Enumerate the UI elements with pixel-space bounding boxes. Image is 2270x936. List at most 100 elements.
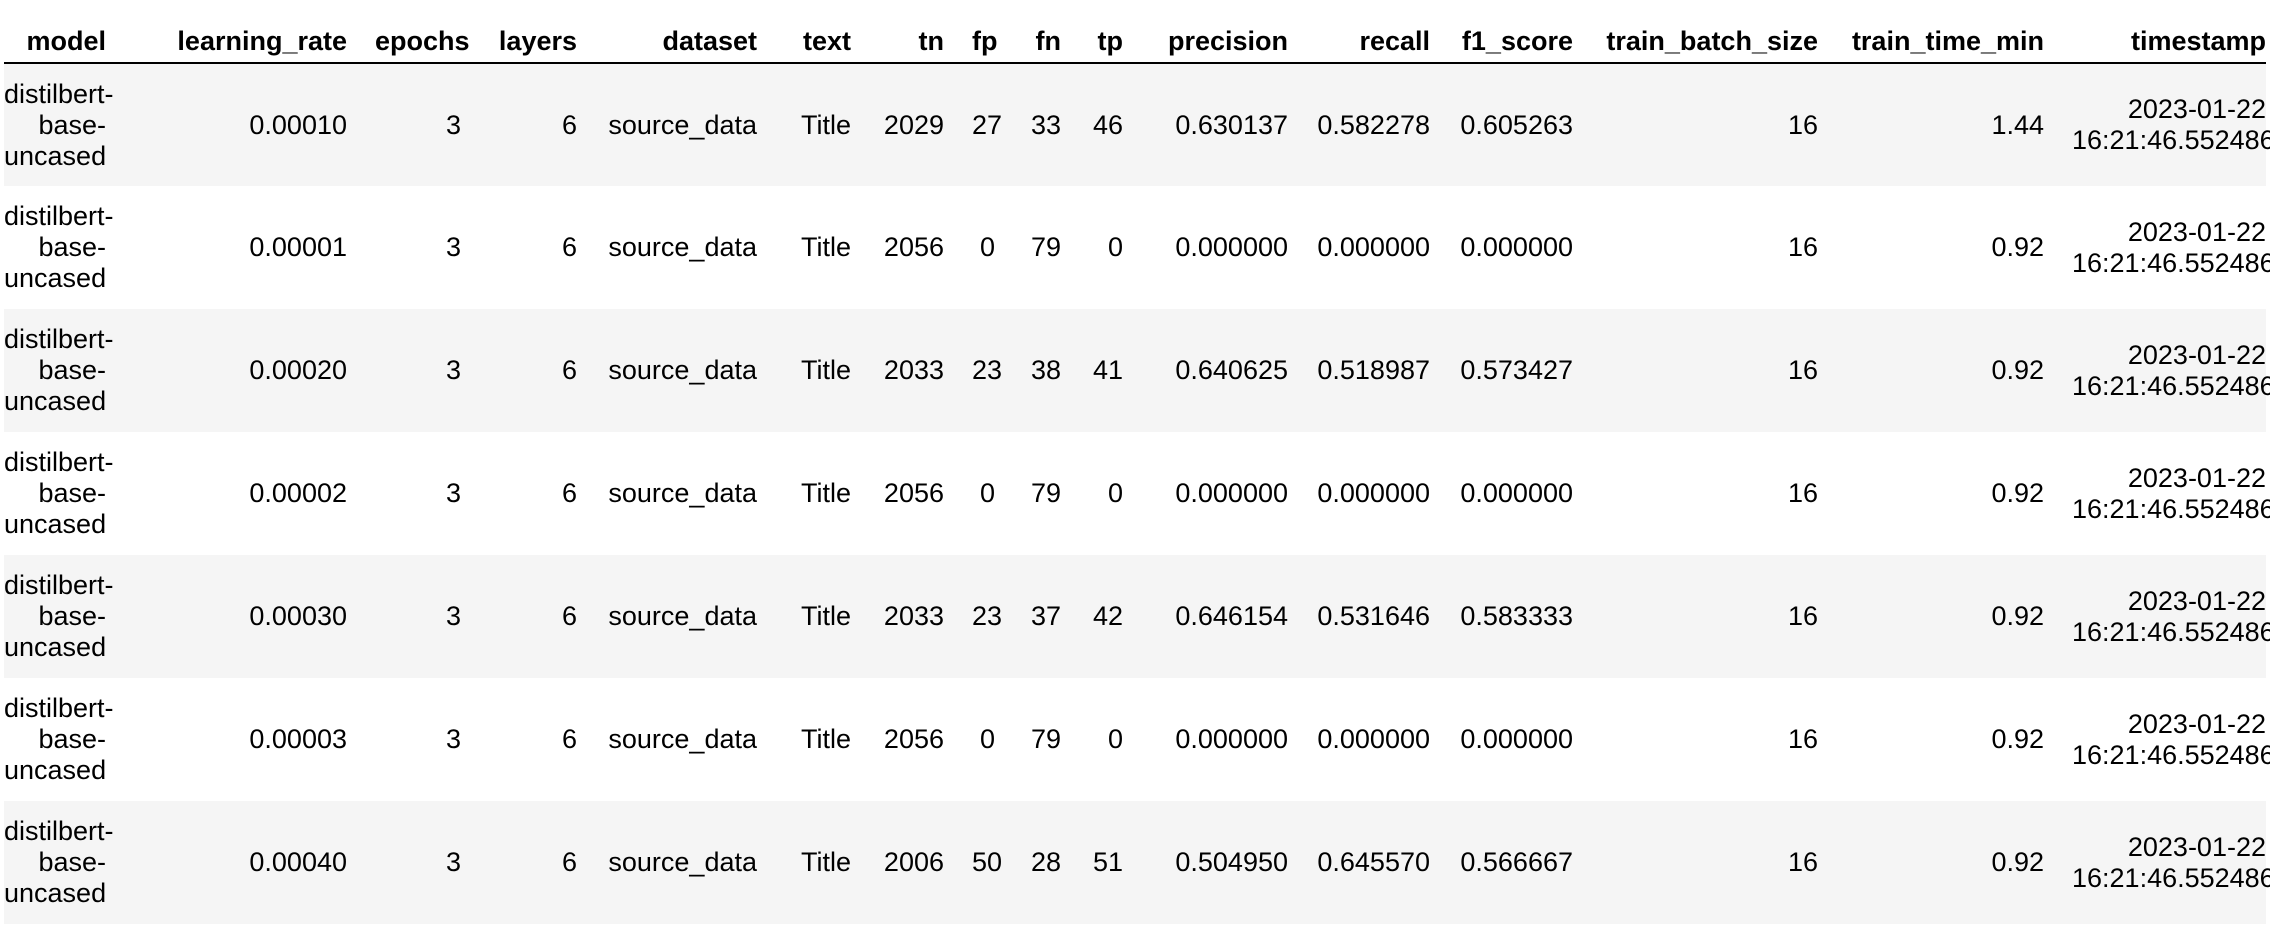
cell-layers: 6 [489, 678, 605, 801]
cell-value: 28 [1030, 847, 1061, 877]
cell-value: 0.504950 [1175, 847, 1288, 877]
cell-value: 0.00002 [249, 478, 347, 508]
table-row: distilbert- base- uncased 0.00010 3 6 source… [4, 63, 2270, 186]
cell-value: 6 [561, 355, 577, 385]
cell-train-batch-size: 16 [1601, 63, 1846, 186]
cell-dataset: source_data [605, 801, 785, 924]
cell-f1-score: 0.000000 [1458, 186, 1601, 309]
table-row: distilbert- base- uncased 0.00002 3 6 source… [4, 432, 2270, 555]
cell-value: 16 [1787, 109, 1818, 140]
cell-value: 0.646154 [1175, 601, 1288, 631]
cell-fn: 37 [1023, 555, 1089, 678]
cell-text: Title [785, 186, 879, 309]
cell-text: Title [785, 309, 879, 432]
column-header-tp: tp [1089, 14, 1151, 64]
column-header-recall: recall [1316, 14, 1458, 64]
cell-fp: 0 [972, 432, 1023, 555]
cell-value: 2023-01-22 16:21:46.552486 [2072, 462, 2270, 524]
cell-value: 0.582278 [1317, 109, 1430, 140]
cell-value: source_data [608, 109, 757, 140]
cell-epochs: 3 [375, 309, 489, 432]
cell-dataset: source_data [605, 678, 785, 801]
cell-value: 23 [972, 601, 1003, 631]
cell-train-time-min: 0.92 [1846, 186, 2072, 309]
cell-value: 3 [445, 601, 461, 631]
cell-value: 16 [1787, 355, 1818, 385]
cell-model: distilbert- base- uncased [4, 555, 134, 678]
cell-value: 6 [561, 724, 577, 754]
cell-timestamp: 2023-01-22 16:21:46.552486 [2072, 63, 2270, 186]
cell-tn: 2033 [879, 555, 972, 678]
cell-text: Title [785, 678, 879, 801]
cell-value: 3 [445, 109, 461, 140]
cell-f1-score: 0.566667 [1458, 801, 1601, 924]
cell-epochs: 3 [375, 678, 489, 801]
column-header-fp: fp [972, 14, 1023, 64]
cell-value: 2056 [883, 478, 944, 508]
cell-recall: 0.531646 [1316, 555, 1458, 678]
cell-tn: 2056 [879, 186, 972, 309]
cell-epochs: 3 [375, 63, 489, 186]
cell-recall: 0.000000 [1316, 432, 1458, 555]
cell-epochs: 3 [375, 186, 489, 309]
cell-value: 79 [1030, 478, 1061, 508]
cell-value: 0.92 [1991, 232, 2044, 262]
cell-precision: 0.646154 [1151, 555, 1316, 678]
cell-value: 33 [1030, 109, 1061, 140]
cell-value: 6 [561, 478, 577, 508]
cell-value: 0.00003 [249, 724, 347, 754]
cell-value: 0 [1107, 232, 1123, 262]
cell-train-time-min: 0.92 [1846, 678, 2072, 801]
cell-value: 2023-01-22 16:21:46.552486 [2072, 339, 2270, 401]
cell-value: 0.000000 [1460, 478, 1573, 508]
cell-timestamp: 2023-01-22 16:21:46.552486 [2072, 678, 2270, 801]
cell-precision: 0.000000 [1151, 432, 1316, 555]
cell-value: 0.518987 [1317, 355, 1430, 385]
cell-train-time-min: 1.44 [1846, 63, 2072, 186]
table-header: model learning_rate epochs layers dataset tex… [4, 14, 2266, 64]
cell-value: 3 [445, 355, 461, 385]
cell-learning-rate: 0.00030 [134, 555, 375, 678]
cell-timestamp: 2023-01-22 16:21:46.552486 [2072, 801, 2270, 924]
cell-value: 0.000000 [1175, 478, 1288, 508]
cell-f1-score: 0.573427 [1458, 309, 1601, 432]
cell-value: 50 [972, 847, 1003, 877]
cell-tn: 2056 [879, 432, 972, 555]
cell-value: 2006 [883, 847, 944, 877]
cell-f1-score: 0.583333 [1458, 555, 1601, 678]
cell-recall: 0.518987 [1316, 309, 1458, 432]
cell-tp: 42 [1089, 555, 1151, 678]
column-header-fn: fn [1023, 14, 1089, 64]
column-header-dataset: dataset [605, 14, 785, 64]
cell-fp: 23 [972, 309, 1023, 432]
cell-value: 0 [1107, 478, 1123, 508]
cell-tp: 0 [1089, 432, 1151, 555]
cell-value: source_data [608, 601, 757, 631]
cell-value: source_data [608, 478, 757, 508]
cell-fn: 28 [1023, 801, 1089, 924]
cell-timestamp: 2023-01-22 16:21:46.552486 [2072, 432, 2270, 555]
cell-value: Title [800, 109, 851, 140]
cell-precision: 0.000000 [1151, 678, 1316, 801]
table-row: distilbert- base- uncased 0.00001 3 6 source… [4, 186, 2270, 309]
cell-value: 0.645570 [1317, 847, 1430, 877]
column-header-text: text [785, 14, 879, 64]
cell-precision: 0.000000 [1151, 186, 1316, 309]
cell-precision: 0.630137 [1151, 63, 1316, 186]
cell-layers: 6 [489, 309, 605, 432]
cell-model: distilbert- base- uncased [4, 678, 134, 801]
cell-value: 16 [1787, 724, 1818, 754]
cell-train-batch-size: 16 [1601, 186, 1846, 309]
cell-recall: 0.582278 [1316, 63, 1458, 186]
cell-learning-rate: 0.00040 [134, 801, 375, 924]
column-header-learning-rate: learning_rate [134, 14, 375, 64]
cell-value: distilbert- base- uncased [4, 447, 114, 539]
cell-train-time-min: 0.92 [1846, 555, 2072, 678]
cell-epochs: 3 [375, 432, 489, 555]
cell-value: 0.000000 [1175, 232, 1288, 262]
cell-value: 16 [1787, 232, 1818, 262]
cell-text: Title [785, 432, 879, 555]
cell-learning-rate: 0.00002 [134, 432, 375, 555]
cell-value: 0.566667 [1460, 847, 1573, 877]
cell-tp: 0 [1089, 186, 1151, 309]
